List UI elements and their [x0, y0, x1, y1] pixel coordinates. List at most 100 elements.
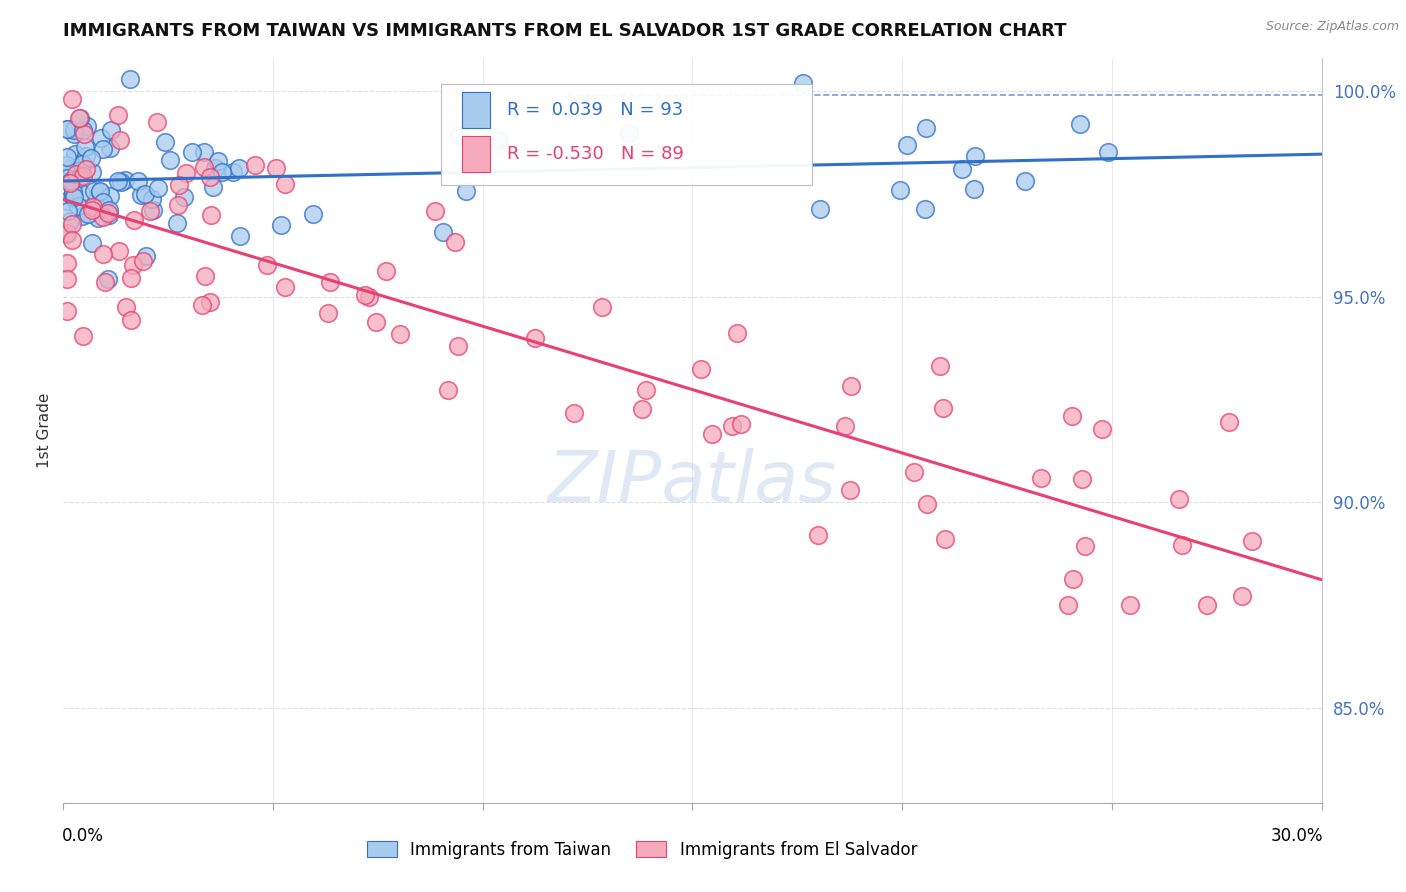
- Point: [700, 427, 723, 442]
- Point: [60, 189, 83, 203]
- Point: [60, 217, 83, 231]
- Point: [56, 227, 79, 241]
- Point: [80, 165, 103, 179]
- Y-axis label: 1st Grade: 1st Grade: [37, 392, 52, 468]
- Point: [70, 155, 93, 169]
- Point: [107, 108, 129, 122]
- Point: [134, 187, 156, 202]
- Point: [1240, 533, 1263, 548]
- Point: [56, 272, 79, 286]
- Text: 30.0%: 30.0%: [1271, 827, 1323, 845]
- Point: [1091, 422, 1114, 436]
- Point: [89, 185, 111, 199]
- Point: [636, 383, 658, 397]
- Point: [63, 127, 86, 141]
- Point: [56, 170, 79, 185]
- Point: [73, 127, 96, 141]
- Point: [200, 208, 222, 222]
- Point: [839, 379, 862, 393]
- Point: [69, 186, 91, 200]
- Point: [120, 312, 142, 326]
- Point: [166, 216, 188, 230]
- Point: [1062, 409, 1084, 424]
- Point: [56, 303, 79, 318]
- Point: [432, 225, 454, 239]
- Point: [200, 170, 222, 185]
- Point: [375, 263, 398, 277]
- Point: [486, 133, 509, 147]
- Point: [1171, 538, 1194, 552]
- Point: [591, 300, 613, 314]
- Point: [963, 182, 986, 196]
- Point: [100, 123, 122, 137]
- Point: [67, 112, 90, 126]
- Point: [1056, 599, 1078, 613]
- Point: [256, 258, 278, 272]
- Point: [62, 185, 84, 199]
- Point: [1074, 539, 1097, 553]
- Point: [60, 92, 83, 106]
- Point: [90, 131, 112, 145]
- Point: [690, 362, 713, 376]
- Point: [72, 122, 94, 136]
- Point: [114, 300, 136, 314]
- Point: [77, 207, 100, 221]
- Point: [725, 326, 748, 340]
- Point: [56, 204, 79, 219]
- Point: [135, 249, 157, 263]
- Point: [107, 174, 129, 188]
- Point: [82, 203, 104, 218]
- Point: [1014, 174, 1036, 188]
- Point: [167, 178, 190, 192]
- Point: [173, 189, 195, 203]
- Point: [1071, 472, 1094, 486]
- Point: [180, 145, 202, 159]
- Point: [423, 204, 446, 219]
- Point: [190, 297, 212, 311]
- Point: [59, 214, 82, 228]
- Point: [67, 199, 90, 213]
- Point: [201, 179, 224, 194]
- Point: [388, 327, 411, 342]
- Point: [76, 119, 98, 133]
- Point: [139, 203, 162, 218]
- Point: [129, 187, 152, 202]
- Point: [91, 142, 114, 156]
- Point: [903, 465, 925, 479]
- Point: [721, 419, 744, 434]
- Point: [59, 168, 82, 182]
- Point: [56, 161, 79, 176]
- Legend: Immigrants from Taiwan, Immigrants from El Salvador: Immigrants from Taiwan, Immigrants from …: [360, 834, 924, 865]
- Point: [97, 272, 120, 286]
- Point: [444, 235, 467, 250]
- Point: [86, 211, 108, 225]
- Point: [91, 247, 114, 261]
- Point: [65, 146, 87, 161]
- Point: [1195, 599, 1218, 613]
- Point: [934, 532, 956, 546]
- Point: [70, 209, 93, 223]
- Point: [792, 76, 814, 90]
- Point: [270, 219, 292, 233]
- Point: [730, 417, 752, 431]
- Point: [110, 133, 132, 147]
- Point: [228, 228, 250, 243]
- Point: [58, 122, 80, 136]
- Point: [56, 150, 79, 164]
- Point: [1218, 415, 1240, 429]
- Point: [917, 497, 939, 511]
- Point: [630, 401, 652, 416]
- Point: [1062, 572, 1084, 586]
- Point: [193, 145, 215, 160]
- Point: [524, 330, 547, 344]
- Point: [808, 202, 831, 216]
- Point: [62, 182, 84, 196]
- Point: [1031, 471, 1053, 485]
- Point: [896, 137, 918, 152]
- Point: [60, 177, 83, 191]
- Point: [194, 268, 217, 283]
- Point: [449, 128, 471, 142]
- Text: R = -0.530   N = 89: R = -0.530 N = 89: [508, 145, 685, 162]
- Point: [82, 236, 104, 251]
- Point: [110, 175, 132, 189]
